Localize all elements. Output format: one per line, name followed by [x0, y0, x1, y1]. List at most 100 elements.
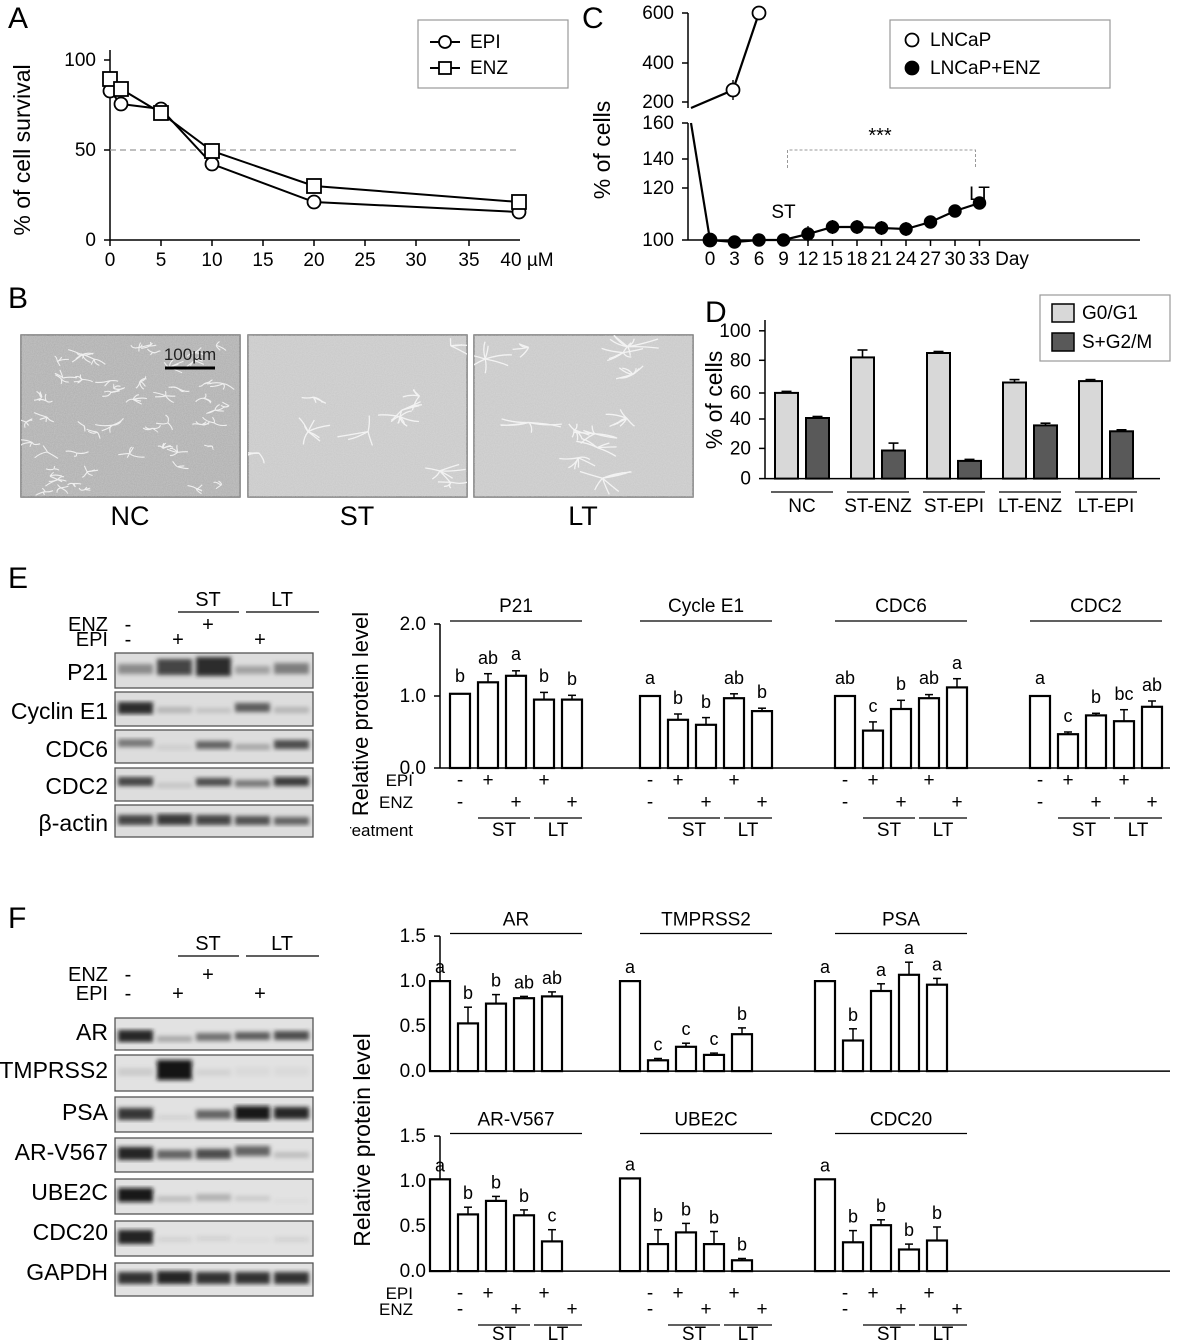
svg-text:ST: ST [492, 1324, 517, 1344]
svg-text:100: 100 [64, 50, 96, 71]
svg-text:b: b [681, 1199, 691, 1219]
svg-text:EPI: EPI [470, 32, 501, 53]
svg-text:25: 25 [354, 250, 375, 271]
svg-text:LT: LT [738, 1324, 759, 1344]
svg-text:a: a [435, 957, 446, 977]
svg-text:EPI: EPI [386, 771, 413, 790]
svg-text:-: - [842, 1299, 848, 1320]
svg-text:0.0: 0.0 [400, 1261, 426, 1282]
svg-text:c: c [654, 1035, 663, 1055]
svg-text:+: + [172, 983, 184, 1005]
svg-text:15: 15 [822, 249, 843, 270]
svg-text:10: 10 [201, 250, 222, 271]
svg-text:b: b [567, 669, 577, 689]
svg-text:b: b [455, 666, 465, 686]
svg-text:a: a [820, 1155, 831, 1175]
svg-text:ab: ab [835, 668, 855, 688]
svg-text:+: + [923, 1283, 934, 1304]
svg-text:ab: ab [542, 968, 562, 988]
svg-text:-: - [1037, 792, 1043, 813]
svg-text:b: b [896, 674, 906, 694]
svg-text:-: - [457, 1299, 463, 1320]
svg-text:LT: LT [548, 1324, 569, 1344]
svg-text:3: 3 [729, 249, 740, 270]
svg-text:1.0: 1.0 [400, 971, 426, 992]
svg-text:+: + [1118, 770, 1129, 791]
svg-text:+: + [700, 1299, 711, 1320]
svg-text:Day: Day [995, 249, 1029, 270]
svg-text:35: 35 [458, 250, 479, 271]
svg-text:a: a [904, 938, 915, 958]
svg-text:6: 6 [754, 249, 765, 270]
svg-text:LT: LT [933, 820, 954, 841]
svg-text:β-actin: β-actin [39, 810, 108, 836]
svg-text:b: b [737, 1004, 747, 1024]
svg-text:PSA: PSA [62, 1099, 109, 1125]
svg-text:0: 0 [705, 249, 716, 270]
svg-text:ab: ab [514, 972, 534, 992]
svg-text:LT: LT [271, 589, 293, 611]
svg-text:TMPRSS2: TMPRSS2 [0, 1057, 108, 1083]
svg-text:CDC2: CDC2 [1070, 596, 1122, 617]
svg-text:0.5: 0.5 [400, 1216, 426, 1237]
svg-text:b: b [757, 682, 767, 702]
svg-text:100µm: 100µm [164, 345, 216, 364]
svg-text:+: + [867, 1283, 878, 1304]
svg-text:ST: ST [877, 820, 902, 841]
svg-text:b: b [519, 1186, 529, 1206]
svg-text:+: + [756, 1299, 767, 1320]
svg-text:ab: ab [478, 648, 498, 668]
svg-text:100: 100 [719, 321, 751, 342]
svg-text:+: + [672, 770, 683, 791]
svg-text:5: 5 [156, 250, 167, 271]
svg-text:-: - [647, 792, 653, 813]
svg-text:0: 0 [740, 469, 751, 490]
svg-text:+: + [700, 792, 711, 813]
svg-text:ST: ST [492, 820, 517, 841]
svg-text:ab: ab [724, 668, 744, 688]
svg-text:30: 30 [405, 250, 426, 271]
svg-text:LT-ENZ: LT-ENZ [998, 496, 1062, 517]
svg-text:140: 140 [642, 149, 674, 170]
svg-text:1.0: 1.0 [400, 1171, 426, 1192]
svg-text:-: - [647, 770, 653, 791]
svg-text:-: - [125, 983, 132, 1005]
svg-text:a: a [1035, 668, 1046, 688]
svg-text:-: - [125, 629, 132, 651]
svg-text:-: - [1037, 770, 1043, 791]
svg-text:ST: ST [682, 1324, 707, 1344]
svg-text:b: b [848, 1005, 858, 1025]
svg-text:PSA: PSA [882, 910, 920, 931]
svg-text:Relative protein level: Relative protein level [350, 612, 373, 816]
svg-text:+: + [728, 770, 739, 791]
svg-text:EPI: EPI [76, 629, 108, 651]
svg-text:100: 100 [642, 230, 674, 251]
svg-text:b: b [737, 1235, 747, 1255]
svg-text:ST: ST [195, 589, 221, 611]
svg-text:+: + [923, 770, 934, 791]
svg-text:UBE2C: UBE2C [674, 1110, 737, 1131]
svg-text:a: a [876, 960, 887, 980]
svg-text:ST: ST [195, 933, 221, 955]
svg-text:LT: LT [738, 820, 759, 841]
svg-text:+: + [951, 792, 962, 813]
svg-text:a: a [932, 954, 943, 974]
svg-text:24: 24 [895, 249, 917, 270]
svg-text:ab: ab [1142, 675, 1162, 695]
svg-text:+: + [482, 770, 493, 791]
svg-text:40 µM: 40 µM [500, 250, 553, 271]
svg-text:+: + [867, 770, 878, 791]
svg-text:ST: ST [340, 501, 375, 531]
svg-text:a: a [625, 957, 636, 977]
svg-text:b: b [491, 1172, 501, 1192]
svg-text:NC: NC [111, 501, 150, 531]
svg-text:0.5: 0.5 [400, 1016, 426, 1037]
svg-text:c: c [1064, 706, 1073, 726]
svg-text:-: - [457, 792, 463, 813]
svg-text:bc: bc [1114, 684, 1133, 704]
svg-text:+: + [482, 1283, 493, 1304]
svg-text:CDC20: CDC20 [33, 1219, 108, 1245]
svg-text:-: - [647, 1299, 653, 1320]
svg-text:b: b [491, 971, 501, 991]
svg-text:+: + [1090, 792, 1101, 813]
